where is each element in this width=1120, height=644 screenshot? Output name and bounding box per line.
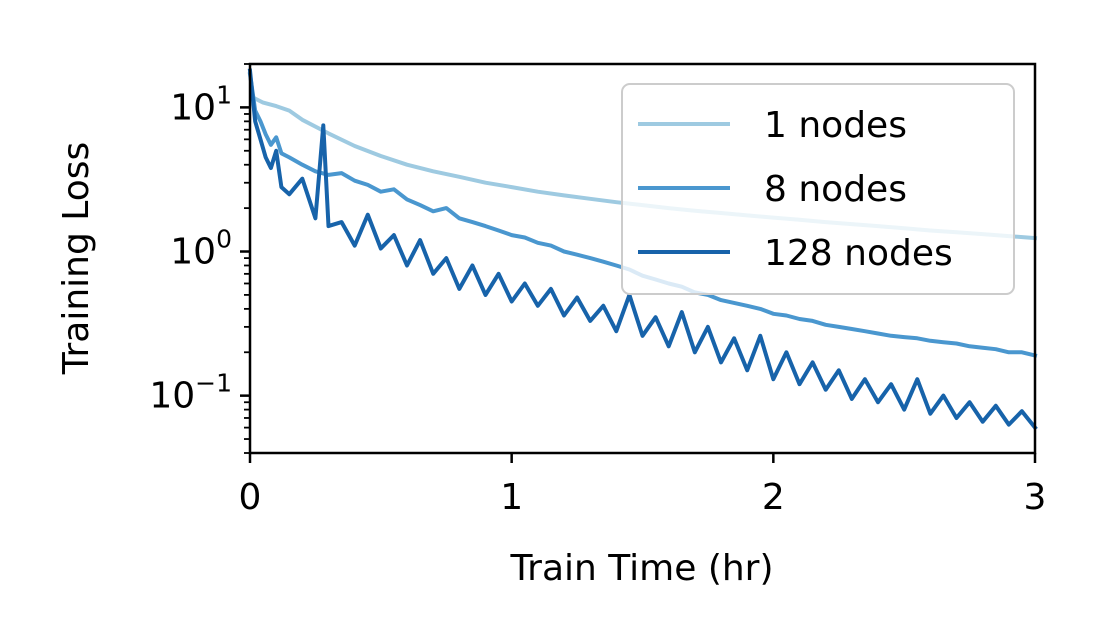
y-axis-ticks: 101 100 10−1 xyxy=(149,63,250,454)
x-tick-label: 0 xyxy=(239,477,262,518)
series-line-3 xyxy=(247,68,1038,431)
legend-label-1: 1 nodes xyxy=(764,105,907,146)
x-axis-ticks: 0 1 2 3 xyxy=(239,453,1047,518)
legend: 1 nodes 8 nodes 128 nodes xyxy=(621,83,1015,295)
legend-label-2: 8 nodes xyxy=(764,169,907,210)
legend-entries: 1 nodes 8 nodes 128 nodes xyxy=(638,105,953,274)
legend-label-3: 128 nodes xyxy=(764,233,953,274)
x-tick-label: 2 xyxy=(762,477,785,518)
legend-box xyxy=(621,83,1015,295)
x-axis-label: Train Time (hr) xyxy=(509,548,773,589)
series-line-2 xyxy=(247,71,1038,358)
y-tick-label: 10−1 xyxy=(149,369,232,417)
y-axis-label: Training Loss xyxy=(56,142,97,375)
y-tick-label: 101 xyxy=(170,80,232,128)
y-tick-label: 100 xyxy=(170,225,232,273)
x-tick-label: 1 xyxy=(500,477,523,518)
x-tick-label: 3 xyxy=(1024,477,1047,518)
